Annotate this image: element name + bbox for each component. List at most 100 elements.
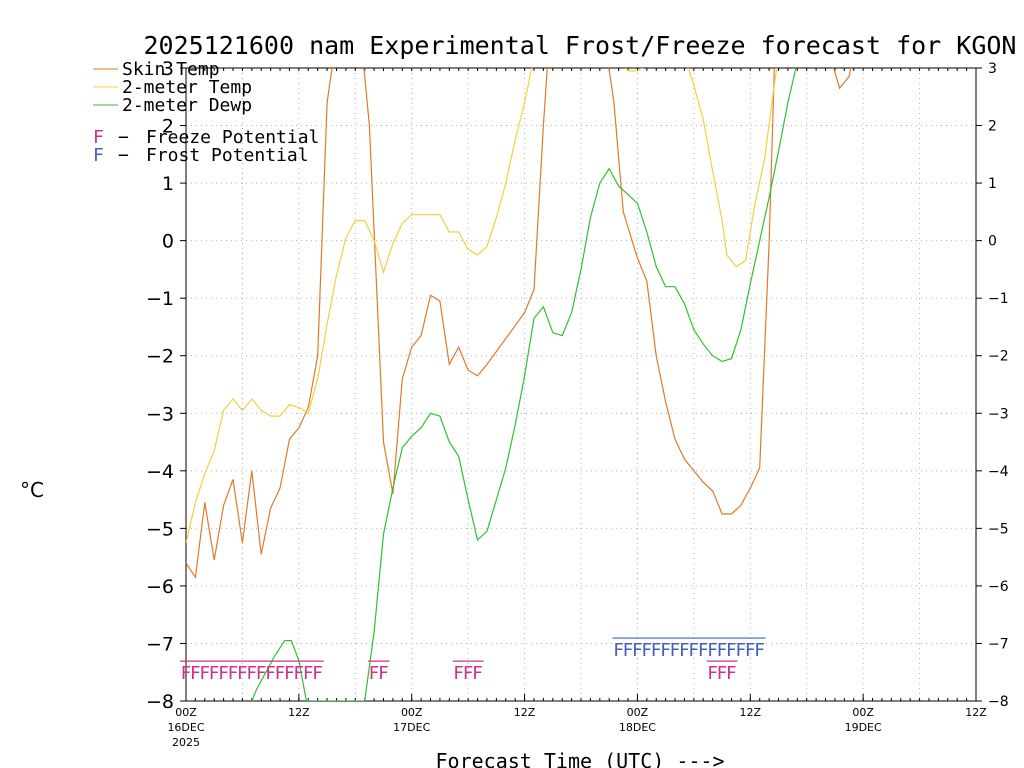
freeze-flag-mark: F — [275, 663, 285, 684]
legend-item-2m-dewp: 2-meter Dewp — [93, 95, 252, 116]
y-right-tick-label: −3 — [988, 406, 1009, 422]
freeze-flag-mark: F — [454, 663, 464, 684]
legend-label-2m-temp: 2-meter Temp — [122, 77, 252, 98]
legend-item-skin-temp: Skin Temp — [93, 59, 220, 80]
potential-flags: F F F F F F F F F F F F F F F F F F F F F F FF F F F F F F F F F F F F F F F — [180, 637, 766, 684]
series-line-skin-temp — [186, 68, 852, 579]
y-right-tick-label: −6 — [988, 579, 1009, 595]
freeze-flag-mark: F — [294, 663, 304, 684]
freeze-flag-mark: F — [237, 663, 247, 684]
legend-label-skin-temp: Skin Temp — [122, 59, 220, 80]
freeze-flag-mark: F — [378, 663, 388, 684]
freeze-flag-mark: F — [228, 663, 238, 684]
frost-flag-mark: F — [736, 640, 746, 661]
frost-flag-mark: F — [698, 640, 708, 661]
y-right-tick-label: 3 — [988, 61, 997, 77]
frost-flag-mark: F — [623, 640, 633, 661]
frost-flag-mark: F — [651, 640, 661, 661]
x-tick-label: 12Z — [740, 706, 762, 719]
freeze-flag-mark: F — [218, 663, 228, 684]
frost-flag-mark: F — [745, 640, 755, 661]
y-tick-label: −3 — [146, 403, 174, 425]
legend: Skin Temp 2-meter Temp 2-meter Dewp F − … — [93, 59, 319, 166]
series-line-2-meter-dewp — [251, 68, 797, 701]
x-tick-label: 00Z — [852, 706, 874, 719]
legend-frost-letter: F — [93, 145, 104, 166]
series-line-2-meter-temp — [186, 68, 778, 543]
freeze-flag-mark: F — [369, 663, 379, 684]
frost-flag-mark: F — [613, 640, 623, 661]
y-right-tick-label: −4 — [988, 464, 1009, 480]
freeze-flag-mark: F — [284, 663, 294, 684]
x-tick-label: 00Z — [627, 706, 649, 719]
series-lines — [186, 68, 852, 701]
x-tick-date: 17DEC — [393, 721, 430, 734]
legend-frost-label: Frost Potential — [146, 145, 309, 166]
x-tick-label: 12Z — [288, 706, 310, 719]
freeze-flag-mark: F — [463, 663, 473, 684]
gridlines — [186, 68, 976, 701]
x-tick-date: 18DEC — [619, 721, 656, 734]
frost-flag-mark: F — [670, 640, 680, 661]
freeze-flag-mark: F — [265, 663, 275, 684]
y-tick-label: −1 — [146, 288, 174, 310]
y-tick-label: −5 — [146, 518, 174, 540]
y-axis-label: °C — [20, 478, 44, 502]
legend-freeze-label: Freeze Potential — [146, 127, 319, 148]
frost-flag-mark: F — [660, 640, 670, 661]
y-right-tick-label: −7 — [988, 636, 1009, 652]
legend-freeze-dash: − — [118, 127, 129, 148]
y-axis-left: −8 −7 −6 −5 −4 −3 −2 −1 0 1 2 3 — [146, 58, 186, 713]
frost-flag-mark: F — [707, 640, 717, 661]
freeze-flag-mark: F — [181, 663, 191, 684]
y-tick-label: 0 — [162, 231, 174, 253]
legend-freeze-letter: F — [93, 127, 104, 148]
freeze-flag-mark: F — [707, 663, 717, 684]
y-axis-right: −8 −7 −6 −5 −4 −3 −2 −1 0 1 2 3 — [976, 61, 1009, 710]
y-right-tick-label: −8 — [988, 694, 1009, 710]
frost-flag-mark: F — [679, 640, 689, 661]
frost-flag-mark: F — [755, 640, 765, 661]
freeze-flag-mark: F — [717, 663, 727, 684]
frost-flag-mark: F — [642, 640, 652, 661]
legend-label-2m-dewp: 2-meter Dewp — [122, 95, 252, 116]
y-tick-label: −8 — [146, 691, 174, 713]
legend-item-2m-temp: 2-meter Temp — [93, 77, 252, 98]
x-tick-label: 00Z — [401, 706, 423, 719]
y-tick-label: −2 — [146, 346, 174, 368]
x-tick-date: 16DEC — [167, 721, 204, 734]
y-right-tick-label: −1 — [988, 291, 1009, 307]
x-tick-label: 12Z — [514, 706, 536, 719]
frost-flag-mark: F — [689, 640, 699, 661]
y-right-tick-label: 0 — [988, 234, 997, 250]
freeze-flag-mark: F — [312, 663, 322, 684]
frost-flag-mark: F — [717, 640, 727, 661]
y-tick-label: 2 — [162, 116, 174, 138]
y-right-tick-label: −2 — [988, 349, 1009, 365]
frost-flag-mark: F — [726, 640, 736, 661]
x-axis-label: Forecast Time (UTC) ---> — [436, 749, 725, 768]
y-tick-label: −7 — [146, 633, 174, 655]
x-tick-date: 19DEC — [845, 721, 882, 734]
legend-item-freeze: F − Freeze Potential — [93, 127, 319, 148]
y-right-tick-label: 2 — [988, 119, 997, 135]
freeze-flag-mark: F — [472, 663, 482, 684]
y-tick-label: −6 — [146, 576, 174, 598]
freeze-flag-mark: F — [200, 663, 210, 684]
freeze-flag-mark: F — [256, 663, 266, 684]
y-tick-label: 1 — [162, 173, 174, 195]
frost-flag-mark: F — [632, 640, 642, 661]
freeze-flag-mark: F — [247, 663, 257, 684]
y-right-tick-label: −5 — [988, 521, 1009, 537]
x-tick-label: 00Z — [175, 706, 197, 719]
freeze-flag-mark: F — [726, 663, 736, 684]
x-tick-label: 12Z — [965, 706, 987, 719]
y-right-tick-label: 1 — [988, 176, 997, 192]
x-tick-year: 2025 — [172, 736, 200, 749]
legend-item-frost: F − Frost Potential — [93, 145, 309, 166]
legend-frost-dash: − — [118, 145, 129, 166]
chart-title: 2025121600 nam Experimental Frost/Freeze… — [144, 31, 1017, 60]
freeze-flag-mark: F — [303, 663, 313, 684]
freeze-flag-mark: F — [190, 663, 200, 684]
